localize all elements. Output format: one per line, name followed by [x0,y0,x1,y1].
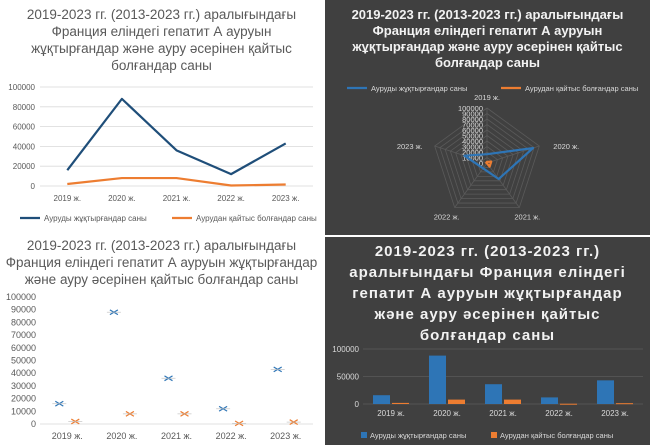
y-tick-label: 10000 [11,406,36,416]
radar-spoke [486,162,520,208]
scatter-chart-panel: 2019-2023 гг. (2013-2023 гг.) аралығында… [0,235,323,445]
radar-ring [439,113,535,204]
y-tick-label: 100000 [8,83,35,92]
legend-swatch [361,432,367,438]
x-tick-label: 2019 ж. [52,431,83,441]
y-tick-label: 0 [355,400,360,409]
x-tick-label: 2022 ж. [216,431,247,441]
legend-label: Ауруды жұқтырғандар саны [370,431,466,440]
bar-2 [616,403,633,405]
bar-chart-panel: 2019-2023 гг. (2013-2023 гг.) аралығында… [325,237,650,445]
radar-series-2 [485,160,493,168]
y-tick-label: 0 [31,419,36,429]
radar-ring [465,140,509,182]
x-tick-label: 2022 ж. [217,194,245,203]
x-tick-label: 2022 ж. [545,409,573,418]
r-tick-label: 70000 [462,121,483,130]
bar-2 [392,402,409,404]
y-tick-label: 60000 [13,123,36,132]
r-tick-label: 90000 [462,110,483,119]
bar-chart-title: 2019-2023 гг. (2013-2023 гг.) аралығында… [349,243,626,344]
x-tick-label: 2020 ж. [433,409,461,418]
radar-ring [434,107,540,208]
bar-2 [504,399,521,404]
series-line-2 [67,176,286,187]
legend-swatch [491,432,497,438]
bar-1 [373,395,390,404]
line-chart-panel: 2019-2023 гг. (2013-2023 гг.) аралығында… [0,0,323,233]
y-tick-label: 40000 [13,142,36,151]
y-tick-label: 100000 [6,292,36,302]
r-tick-label: 30000 [462,143,483,152]
scatter-chart-title: 2019-2023 гг. (2013-2023 гг.) аралығында… [5,238,318,287]
legend-label: Ауруды жұқтырғандар саны [371,84,467,93]
x-tick-label: 2023 ж. [601,409,629,418]
bar-1 [429,355,446,404]
r-tick-label: 0 [479,159,483,168]
category-label: 2022 ж. [434,212,460,221]
r-tick-label: 40000 [462,137,483,146]
bar-2 [560,403,577,405]
x-tick-label: 2020 ж. [106,431,137,441]
radar-spoke [434,145,488,164]
x-tick-label: 2019 ж. [377,409,405,418]
category-label: 2023 ж. [397,142,423,151]
r-tick-label: 10000 [462,154,483,163]
radar-chart-panel: 2019-2023 гг. (2013-2023 гг.) аралығында… [325,0,650,235]
r-tick-label: 50000 [462,132,483,141]
y-tick-label: 20000 [11,394,36,404]
y-tick-label: 20000 [13,162,36,171]
radar-ring [449,124,525,195]
x-tick-label: 2023 ж. [272,194,300,203]
y-tick-label: 80000 [11,317,36,327]
radar-spoke [454,162,488,208]
legend-label: Аурудан қайтыс болғандар саны [196,214,317,223]
legend-label: Ауруды жұқтырғандар саны [44,214,147,223]
x-tick-label: 2021 ж. [163,194,191,203]
y-tick-label: 0 [31,182,36,191]
y-tick-label: 90000 [11,305,36,315]
y-tick-label: 60000 [11,343,36,353]
x-tick-label: 2020 ж. [108,194,136,203]
legend-label: Аурудан қайтыс болғандар саны [525,84,638,93]
radar-series-1 [463,146,535,181]
r-tick-label: 20000 [462,148,483,157]
y-tick-label: 30000 [11,381,36,391]
y-tick-label: 50000 [337,373,360,382]
bar-chart: 0 50000 100000 2019 ж. 2020 ж. 2021 ж. 2022 ж.… [332,345,643,440]
y-tick-label: 40000 [11,368,36,378]
bar-1 [541,397,558,404]
legend-label: Аурудан қайтыс болғандар саны [500,431,613,440]
radar-chart-title: 2019-2023 гг. (2013-2023 гг.) аралығында… [351,7,624,70]
y-tick-label: 50000 [11,356,36,366]
radar-ring [455,129,519,191]
category-label: 2019 ж. [474,93,500,102]
y-tick-label: 100000 [332,345,359,354]
r-tick-label: 80000 [462,115,483,124]
x-tick-label: 2019 ж. [54,194,82,203]
category-label: 2020 ж. [553,142,579,151]
x-tick-label: 2023 ж. [270,431,301,441]
r-tick-label: 100000 [458,104,483,113]
y-tick-label: 70000 [11,330,36,340]
bar-1 [485,384,502,404]
radar-chart: 0100002000030000400005000060000700008000… [347,84,638,221]
bar-1 [597,380,614,404]
r-tick-label: 60000 [462,126,483,135]
series-line-1 [66,97,287,176]
line-chart: 0 20000 40000 60000 80000 100000 2019 ж. 2020 ж… [8,83,317,223]
x-tick-label: 2021 ж. [161,431,192,441]
line-chart-title: 2019-2023 гг. (2013-2023 гг.) аралығында… [26,7,297,73]
x-tick-label: 2021 ж. [489,409,517,418]
category-label: 2021 ж. [514,212,540,221]
radar-ring [444,118,530,199]
scatter-chart: 0 10000 20000 30000 40000 50000 60000 70000 8000… [6,292,313,441]
bar-2 [448,399,465,404]
y-tick-label: 80000 [13,103,36,112]
